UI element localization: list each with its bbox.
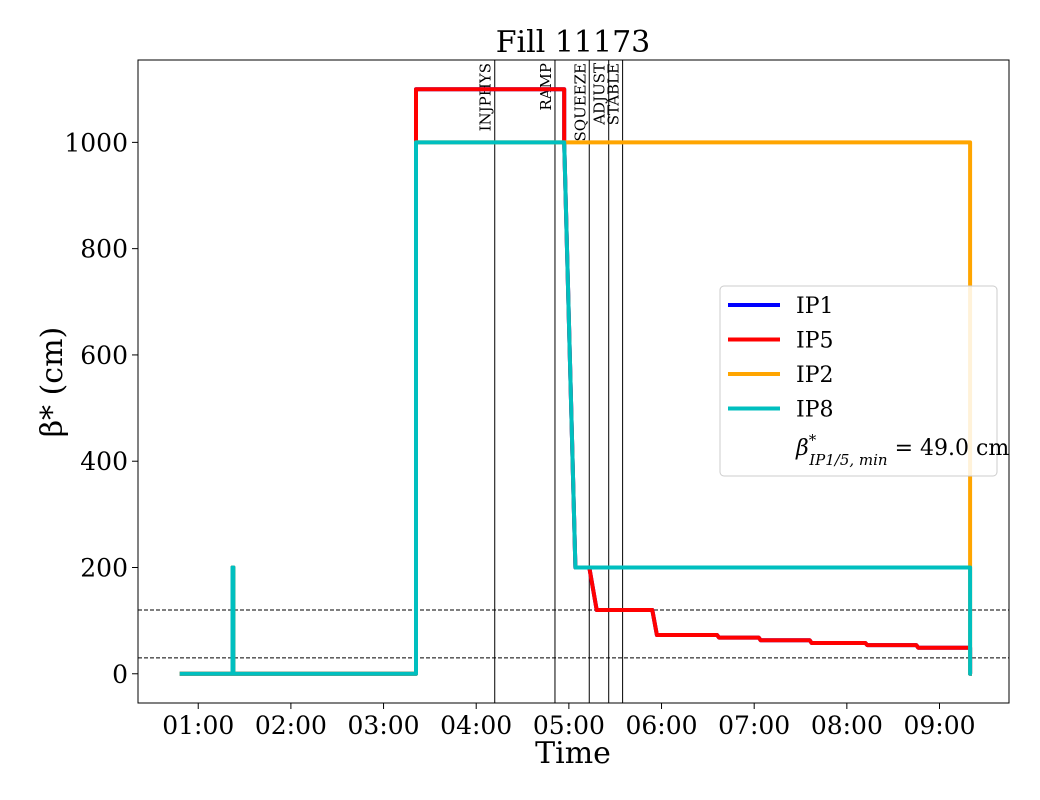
phase-label-stable: STABLE [605,63,623,125]
y-tick-label: 1000 [64,128,128,157]
reference-lines [138,609,1009,659]
plot-frame [137,59,1010,704]
phase-label-ramp: RAMP [537,63,555,111]
legend: IP1 IP5 IP2 IP8 β* IP1/5, min = 49.0 cm [719,285,1009,477]
y-tick-label: 800 [80,235,128,264]
y-tick-label: 0 [112,660,128,689]
y-tick-label: 600 [80,341,128,370]
x-tick-label: 01:00 [162,711,234,740]
x-tick-label: 07:00 [718,711,790,740]
y-tick-label: 400 [80,447,128,476]
x-tick-label: 09:00 [903,711,975,740]
legend-label-ip1: IP1 [796,294,834,319]
legend-label-ip8: IP8 [796,398,834,423]
phase-label-squeeze: SQUEEZE [571,63,589,142]
legend-label-ip5: IP5 [796,329,834,354]
legend-note-beta-min: β* IP1/5, min = 49.0 cm [795,431,1009,469]
phase-label-adjust: ADJUST [591,63,609,126]
phase-label-injphys: INJPHYS [477,63,495,131]
y-tick-label: 200 [80,553,128,582]
series-line-ip8 [179,140,973,676]
legend-box [719,285,998,477]
y-axis-label: β* (cm) [35,327,70,438]
y-axis: 0 200 400 600 800 1000 [64,128,138,689]
x-axis-label: Time [535,736,611,771]
legend-label-ip2: IP2 [796,363,834,388]
x-tick-label: 05:00 [533,711,605,740]
chart-title: Fill 11173 [496,25,651,60]
x-tick-label: 08:00 [811,711,883,740]
x-tick-label: 04:00 [440,711,512,740]
x-tick-label: 06:00 [626,711,698,740]
x-axis: 01:00 02:00 03:00 04:00 05:00 06:00 07:00 08:00… [162,703,976,740]
x-tick-label: 03:00 [348,711,420,740]
x-tick-label: 02:00 [255,711,327,740]
